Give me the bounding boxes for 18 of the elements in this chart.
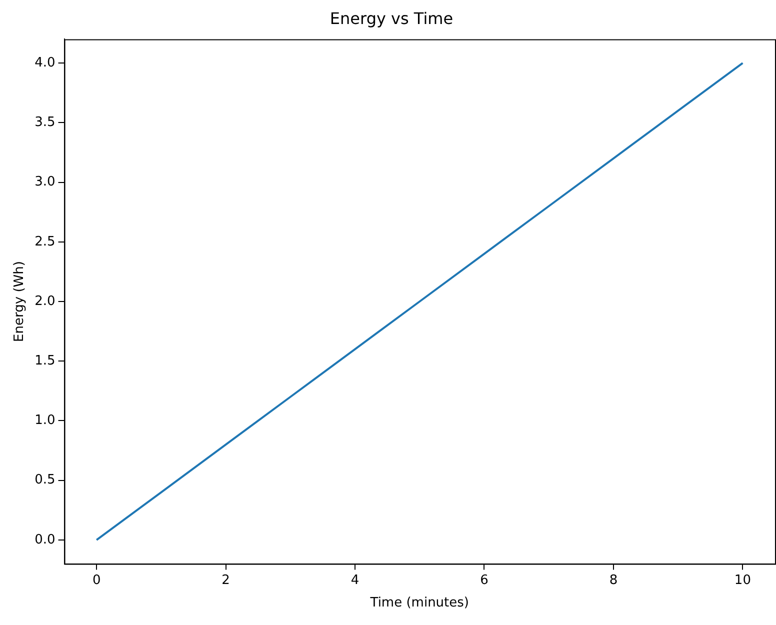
y-tick-label: 2.0 [34, 294, 56, 309]
x-axis-title: Time (minutes) [369, 596, 469, 611]
y-tick-label: 4.0 [34, 55, 56, 70]
chart-title: Energy vs Time [330, 8, 454, 28]
x-tick-label: 8 [609, 572, 618, 588]
y-tick-label: 3.5 [34, 115, 56, 130]
y-tick-label: 1.0 [34, 413, 56, 428]
y-tick-label: 1.5 [34, 353, 56, 368]
x-tick-label: 2 [222, 572, 230, 588]
y-axis-title: Energy (Wh) [12, 261, 28, 342]
y-tick-label: 0.0 [34, 532, 56, 548]
x-tick-label: 4 [350, 572, 360, 588]
y-tick-label: 2.5 [34, 234, 56, 250]
y-tick-label: 0.5 [34, 472, 56, 488]
x-tick-label: 0 [92, 572, 101, 588]
x-tick-label: 10 [734, 572, 751, 588]
y-tick-label: 3.0 [34, 174, 56, 190]
x-tick-label: 6 [480, 572, 488, 588]
